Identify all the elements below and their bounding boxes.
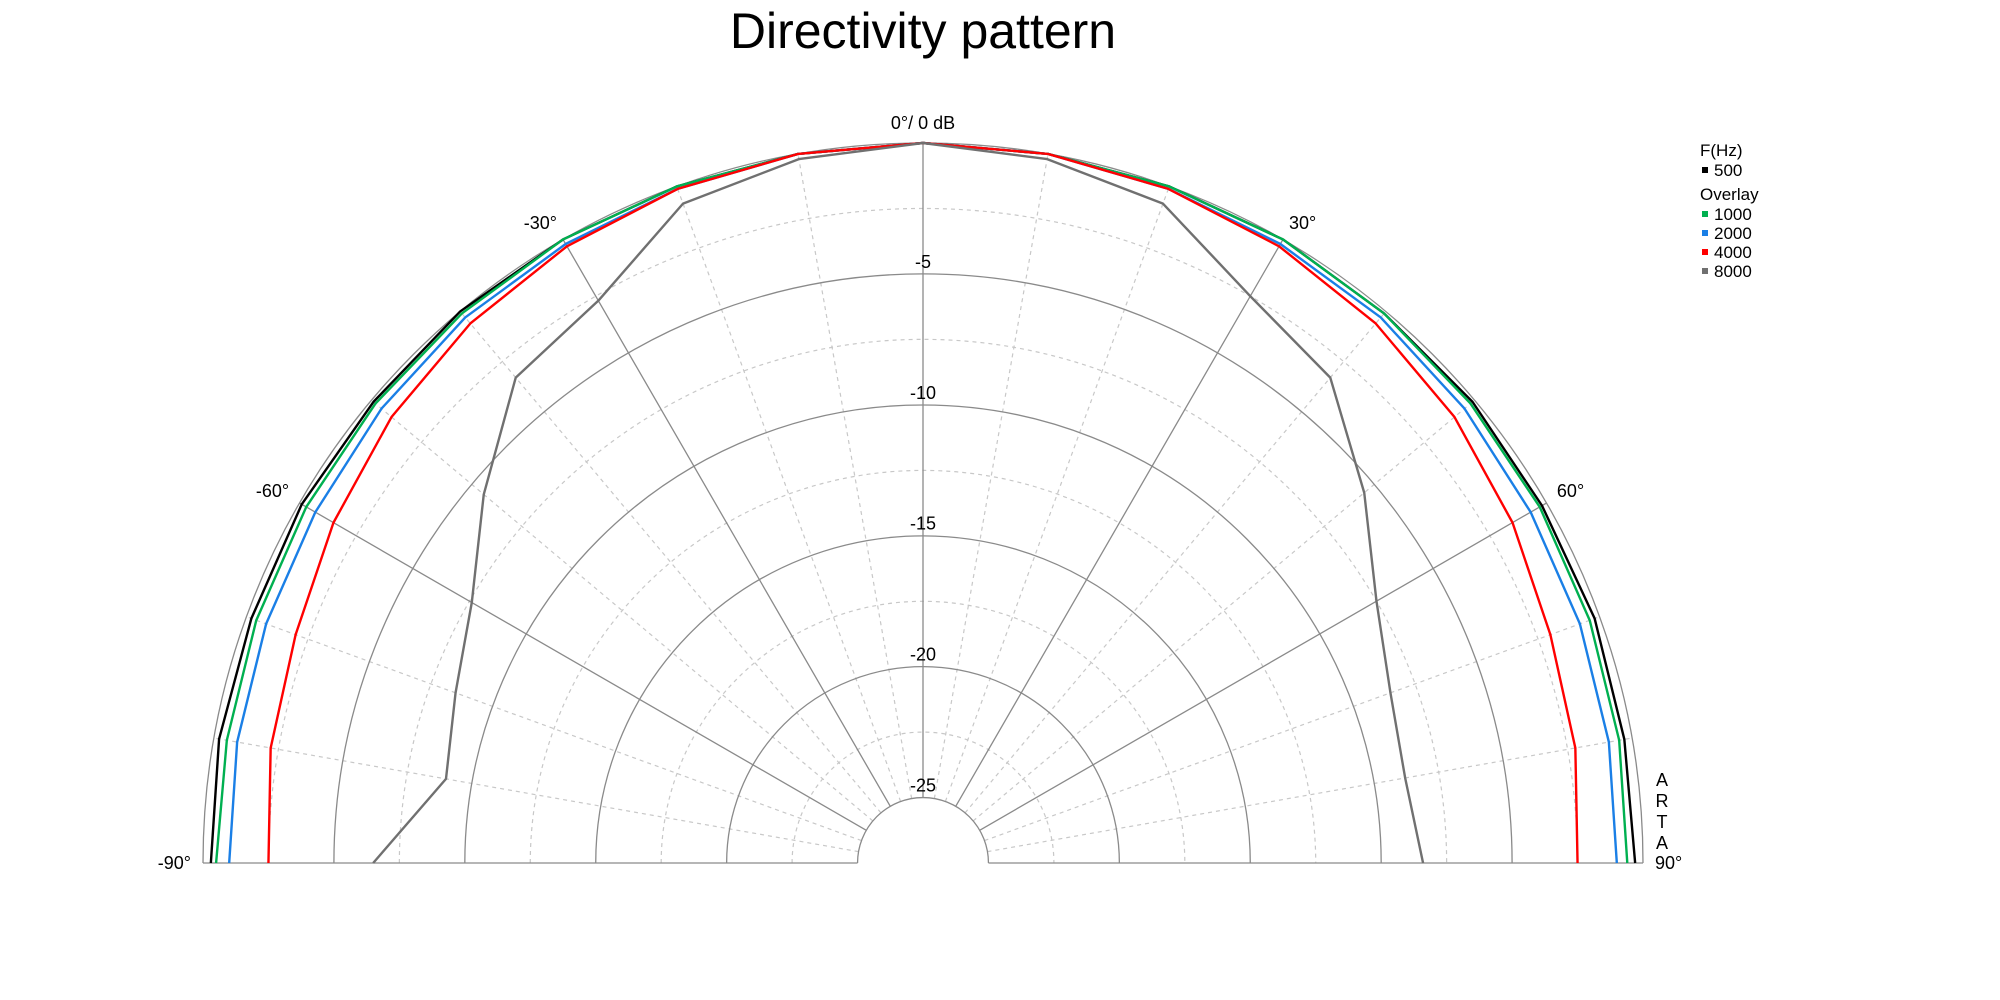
legend-label: 4000 (1714, 243, 1752, 262)
legend-label: 8000 (1714, 262, 1752, 281)
theta-tick-label: 0°/ 0 dB (891, 113, 955, 133)
grid-radial (562, 239, 891, 807)
legend-label: 500 (1714, 161, 1742, 180)
r-tick-label: -25 (910, 776, 936, 796)
minor-grid-radial (944, 186, 1170, 802)
minor-grid-radial (371, 399, 874, 822)
legend-overlay-title: Overlay (1700, 185, 1759, 204)
grid-circle (856, 796, 990, 864)
minor-grid-radial (459, 311, 882, 814)
watermark: ARTA (1652, 770, 1672, 854)
chart-title: Directivity pattern (730, 3, 1116, 59)
minor-grid-radial (676, 186, 902, 802)
legend-label: 1000 (1714, 205, 1752, 224)
minor-grid-radial (964, 311, 1387, 814)
r-tick-label: -10 (910, 383, 936, 403)
legend-title: F(Hz) (1700, 141, 1742, 160)
legend-swatch (1702, 211, 1708, 217)
legend-swatch (1702, 268, 1708, 274)
legend-label: 2000 (1714, 224, 1752, 243)
theta-tick-label: -60° (256, 481, 289, 501)
theta-tick-label: -90° (158, 853, 191, 873)
grid-radial (979, 502, 1547, 831)
minor-grid-radial (987, 737, 1633, 853)
minor-grid-radial (972, 399, 1475, 822)
grid-radial (299, 502, 867, 831)
minor-grid-radial (213, 737, 859, 853)
r-tick-label: -5 (915, 252, 931, 272)
legend-swatch (1702, 249, 1708, 255)
minor-grid-radial (933, 153, 1049, 799)
r-tick-label: -20 (910, 645, 936, 665)
minor-grid-circle (267, 207, 1579, 864)
theta-tick-label: -30° (524, 213, 557, 233)
series-line (372, 141, 1425, 864)
theta-tick-label: 30° (1289, 213, 1316, 233)
theta-tick-label: 90° (1655, 853, 1682, 873)
minor-grid-radial (246, 616, 862, 842)
r-tick-label: -15 (910, 514, 936, 534)
minor-grid-radial (797, 153, 913, 799)
grid-radial (955, 239, 1284, 807)
legend-swatch (1702, 230, 1708, 236)
theta-tick-label: 60° (1557, 481, 1584, 501)
minor-grid-radial (984, 616, 1600, 842)
legend-swatch (1702, 167, 1708, 173)
